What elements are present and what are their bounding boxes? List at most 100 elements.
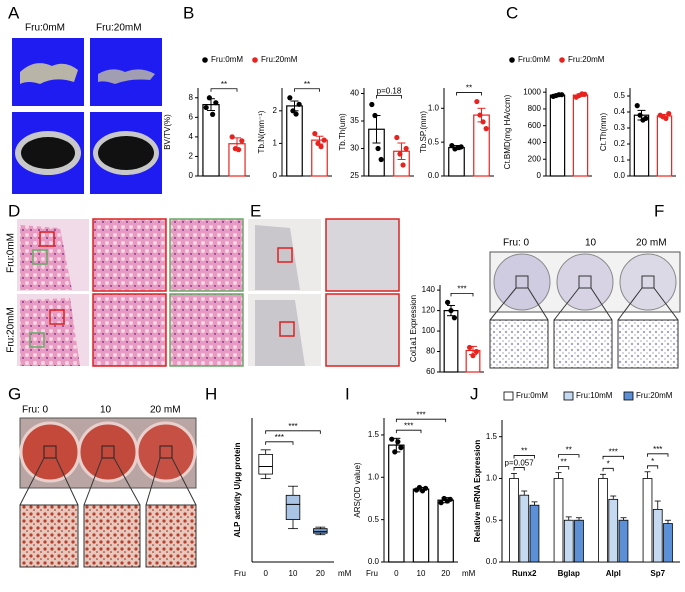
significance-label: **: [304, 80, 310, 89]
data-point: [287, 95, 293, 101]
data-point: [480, 119, 486, 125]
significance-bracket: [395, 429, 422, 434]
x-suffix: mM: [462, 569, 476, 578]
row-label: Fru:20mM: [6, 307, 17, 353]
data-point: [318, 144, 324, 150]
y-tick-label: 0.2: [614, 139, 626, 148]
y-tick-label: 1.5: [368, 430, 380, 439]
legend-label: Fru:0mM: [518, 55, 550, 64]
panel-label: E: [250, 201, 261, 220]
significance-label: ***: [404, 421, 413, 430]
y-tick-label: 0.5: [368, 515, 380, 524]
legend-marker: [202, 57, 208, 63]
legend-label: Fru:10mM: [576, 391, 613, 400]
data-point: [378, 156, 384, 163]
legend-label: Fru:0mM: [516, 391, 548, 400]
x-tick-label: 10: [289, 569, 298, 578]
data-point: [206, 95, 212, 101]
data-point: [466, 344, 473, 351]
y-tick-label: 0.5: [486, 515, 498, 524]
significance-bracket: [558, 454, 580, 458]
x-tick-label: Runx2: [512, 569, 537, 578]
y-tick-label: 6: [189, 112, 194, 121]
box: [313, 528, 328, 534]
bar: [656, 115, 673, 177]
data-point: [470, 353, 476, 359]
legend-label: Fru:20mM: [261, 55, 298, 64]
bar: [519, 494, 530, 563]
data-point: [290, 108, 296, 114]
y-tick-label: 100: [422, 326, 436, 335]
y-tick-label: 40: [350, 89, 359, 98]
legend-label: Fru:20mM: [568, 55, 605, 64]
panel-label: I: [345, 384, 350, 403]
panel-label: J: [470, 384, 479, 403]
y-axis-title: Tb.Th(um): [338, 113, 347, 151]
y-tick-label: 0.4: [614, 107, 626, 116]
bar: [509, 478, 519, 563]
data-point: [474, 98, 480, 105]
y-tick-label: 1.0: [486, 474, 498, 483]
y-tick-label: 0.1: [614, 155, 626, 164]
significance-label: p=0.057: [505, 459, 535, 468]
data-point: [210, 111, 216, 117]
x-tick-label: 20: [441, 569, 450, 578]
data-point: [451, 315, 458, 321]
data-point: [296, 101, 302, 107]
data-point: [400, 162, 406, 168]
bar: [642, 478, 653, 563]
y-tick-label: 0.0: [428, 171, 440, 180]
legend-swatch: [563, 391, 574, 401]
x-suffix: mM: [338, 569, 352, 578]
micro-ct-images: [12, 38, 162, 194]
data-point: [203, 104, 209, 111]
legend-label: Fru:20mM: [636, 391, 673, 400]
image-label: 20 mM: [636, 238, 667, 249]
y-tick-label: 800: [528, 104, 542, 113]
y-tick-label: 80: [426, 347, 435, 356]
panel-label: B: [183, 3, 194, 22]
bar: [633, 114, 650, 177]
data-point: [394, 134, 400, 141]
bar: [473, 114, 490, 177]
data-point: [372, 112, 378, 119]
y-tick-label: 8: [189, 93, 194, 102]
y-tick-label: 0: [273, 171, 278, 180]
data-point: [582, 91, 588, 97]
significance-bracket: [558, 466, 570, 470]
y-axis-title: Tb.N(mm⁻¹): [257, 110, 266, 153]
data-point: [634, 103, 640, 109]
bar: [412, 488, 430, 563]
data-point: [315, 140, 321, 147]
y-tick-label: 1.0: [428, 103, 440, 112]
data-point: [666, 111, 672, 117]
y-tick-label: 2: [273, 106, 278, 115]
legend-marker: [252, 57, 258, 63]
data-point: [416, 484, 423, 491]
data-point: [395, 439, 401, 445]
panel-label: G: [8, 384, 21, 403]
y-tick-label: 0.0: [486, 557, 498, 566]
y-axis-title: Ct.BMD(mg HA/ccm): [503, 94, 512, 169]
y-tick-label: 140: [422, 285, 436, 294]
data-point: [483, 126, 489, 132]
legend-swatch: [503, 391, 514, 401]
y-tick-label: 0.5: [428, 137, 440, 146]
y-tick-label: 4: [189, 132, 194, 141]
significance-bracket: [647, 453, 669, 457]
data-point: [369, 101, 375, 108]
bar: [652, 508, 663, 563]
box: [258, 453, 273, 475]
significance-label: ***: [457, 285, 466, 294]
significance-bracket: [265, 441, 294, 445]
significance-label: **: [561, 458, 567, 467]
image-label: 10: [100, 405, 112, 416]
data-point: [392, 449, 398, 455]
data-point: [321, 137, 327, 143]
y-tick-label: 60: [426, 367, 435, 376]
bar: [437, 499, 454, 563]
x-tick-label: 20: [316, 569, 325, 578]
x-prefix: Fru: [234, 569, 246, 578]
data-point: [643, 115, 649, 121]
legend-marker: [559, 57, 565, 63]
